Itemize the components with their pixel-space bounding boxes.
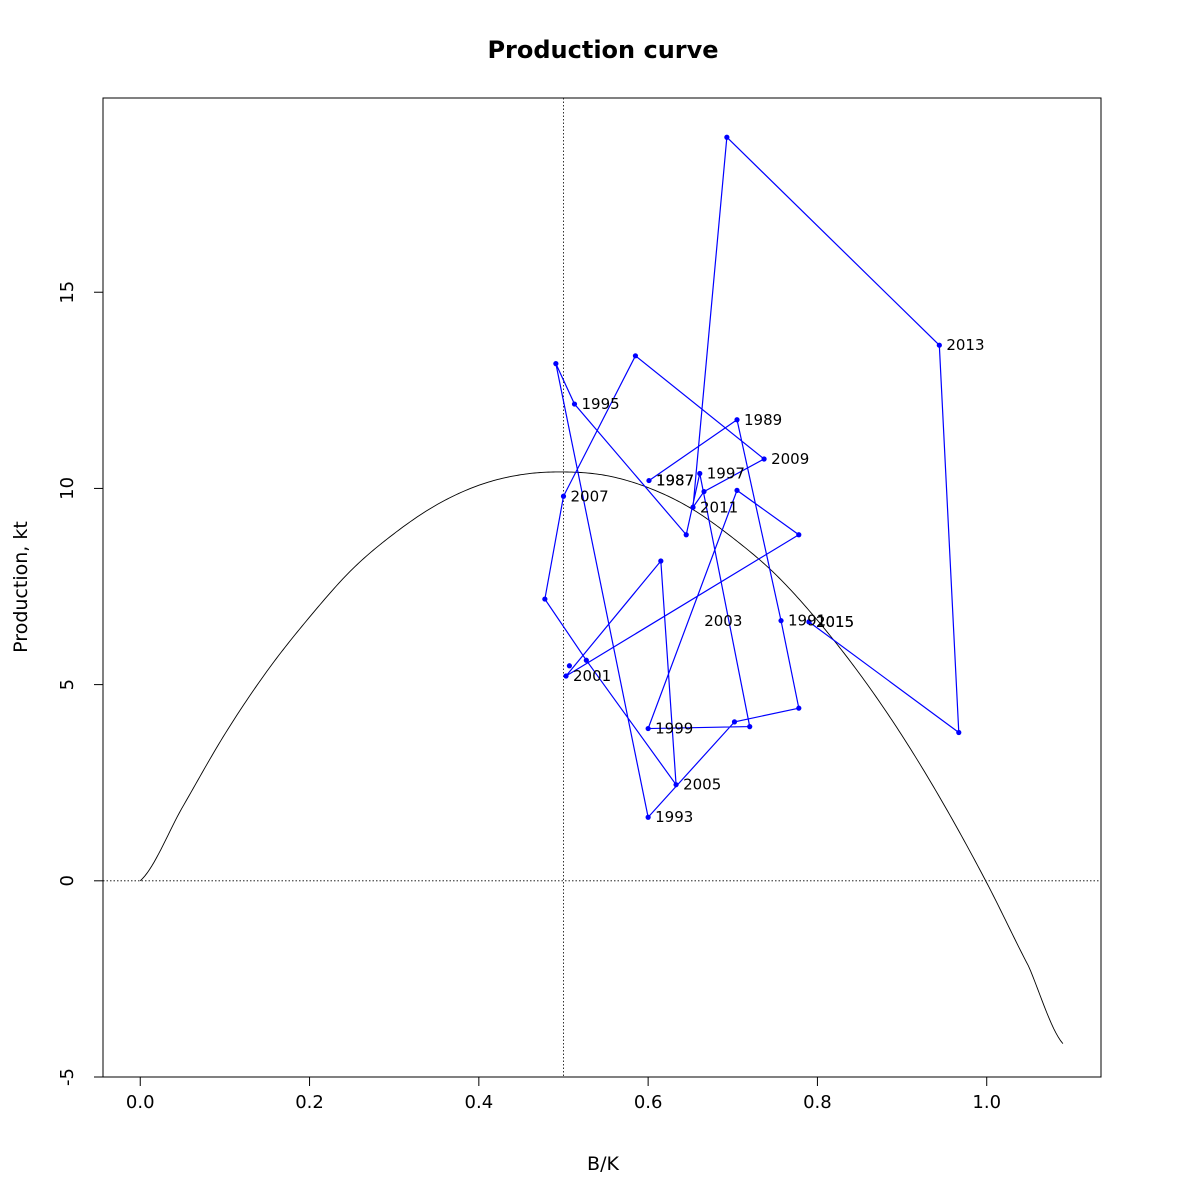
data-point [956,729,962,736]
data-point [553,361,559,367]
x-axis-label: B/K [587,1153,619,1175]
series-line [544,135,960,819]
data-point [673,782,679,788]
data-point [542,596,548,602]
point-label: 1989 [744,411,782,429]
data-point [697,470,703,477]
point-label: 1995 [581,395,619,413]
x-tick-label: 0.8 [803,1092,832,1113]
data-point [583,657,589,663]
data-point [690,504,696,510]
data-point [806,619,812,625]
y-tick-label: 15 [57,281,78,304]
point-label: 2013 [946,336,984,354]
point-label: 2015 [816,613,854,631]
point-label: 1987 [656,472,694,490]
point-label: 2001 [573,667,611,685]
x-tick-label: 1.0 [972,1092,1001,1113]
data-point [560,493,567,499]
data-point [796,532,802,538]
x-tick-label: 0.4 [465,1092,494,1113]
point-label: 2009 [771,450,809,468]
point-label: 2011 [700,498,738,516]
x-tick-label: 0.2 [295,1092,324,1113]
point-label: 1993 [655,808,693,826]
y-tick-label: 5 [57,679,78,690]
point-label: 1999 [655,720,693,738]
point-label: 2007 [570,487,608,505]
data-point [646,477,652,484]
x-tick-label: 0.0 [126,1092,155,1113]
data-point [658,558,664,564]
data-point [761,456,767,462]
data-point [747,724,753,730]
data-point [734,417,740,423]
data-point [645,814,651,820]
data-point [731,719,738,725]
data-point [778,618,784,624]
data-point [645,725,651,732]
point-label: 1991 [788,612,826,630]
data-point [563,673,569,679]
data-point [734,487,740,493]
data-point [632,353,639,359]
point-label: 1997 [707,465,745,483]
point-label: 2015 [816,613,854,631]
x-tick-label: 0.6 [634,1092,663,1113]
point-label: 1987 [656,472,694,490]
y-tick-label: 10 [57,477,78,500]
data-point [724,134,730,140]
y-tick-label: -5 [57,1068,78,1086]
data-point [683,532,689,538]
y-axis-label: Production, kt [10,521,32,653]
point-label: 2003 [704,612,742,630]
data-point [796,705,802,711]
data-point [701,488,707,495]
data-point [936,342,942,348]
y-tick-label: 0 [57,875,78,886]
chart-title: Production curve [487,36,718,64]
point-label: 2005 [683,776,721,794]
plot-frame [102,97,1102,1078]
data-point [571,401,578,407]
production-curve-line [139,471,1064,1044]
data-point [566,663,573,669]
